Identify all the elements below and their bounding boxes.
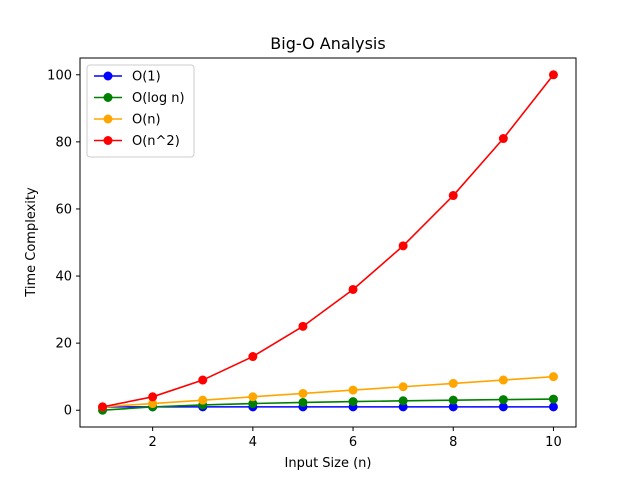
y-tick-label: 0 — [64, 404, 72, 419]
data-point — [498, 375, 508, 385]
data-point — [348, 385, 358, 395]
data-point — [398, 241, 408, 251]
series-line-3 — [102, 74, 555, 408]
legend: O(1) O(log n) O(n) O(n^2) — [86, 64, 195, 158]
series-line-1 — [102, 398, 554, 412]
x-tick-label: 2 — [149, 435, 157, 450]
y-tick-label: 20 — [55, 337, 72, 352]
y-tick-label: 60 — [55, 202, 72, 217]
y-tick-label: 80 — [55, 135, 72, 150]
data-point — [398, 382, 408, 392]
x-tick-label: 4 — [249, 435, 257, 450]
y-tick-label: 100 — [47, 68, 72, 83]
data-point — [398, 396, 408, 406]
legend-label: O(n^2) — [132, 134, 180, 149]
data-point — [348, 397, 358, 407]
data-point — [498, 134, 508, 144]
y-tick-label: 40 — [55, 270, 72, 285]
legend-label: O(log n) — [132, 91, 185, 106]
data-point — [548, 402, 558, 412]
y-axis-label: Time Complexity — [24, 187, 39, 298]
data-point — [448, 395, 458, 405]
data-point — [448, 402, 458, 412]
data-point — [98, 402, 108, 412]
legend-label: O(1) — [132, 70, 161, 85]
x-tick-label: 6 — [349, 435, 357, 450]
axes-frame — [79, 57, 577, 428]
data-point — [448, 191, 458, 201]
chart-title: Big-O Analysis — [270, 34, 385, 53]
data-point — [198, 395, 208, 405]
legend-label: O(n) — [132, 113, 161, 128]
data-point — [248, 392, 258, 402]
x-axis-label: Input Size (n) — [285, 456, 372, 471]
data-point — [148, 399, 158, 409]
legend-box — [86, 64, 195, 158]
series-line-2 — [102, 375, 554, 408]
x-tick-label: 10 — [545, 435, 562, 450]
data-point — [348, 284, 358, 294]
data-point — [498, 402, 508, 412]
legend-marker — [103, 114, 113, 124]
data-point — [198, 375, 208, 385]
data-point — [548, 70, 558, 80]
data-point — [448, 378, 458, 388]
data-point — [548, 394, 558, 404]
data-point — [298, 321, 308, 331]
data-point — [298, 388, 308, 398]
data-point — [248, 352, 258, 362]
legend-marker — [103, 136, 113, 145]
data-point — [298, 397, 308, 407]
data-point — [548, 372, 558, 382]
x-tick-label: 8 — [449, 435, 457, 450]
legend-marker — [103, 71, 113, 81]
data-point — [498, 395, 508, 405]
legend-marker — [103, 93, 113, 102]
data-point — [148, 392, 158, 402]
data-point — [248, 399, 258, 409]
